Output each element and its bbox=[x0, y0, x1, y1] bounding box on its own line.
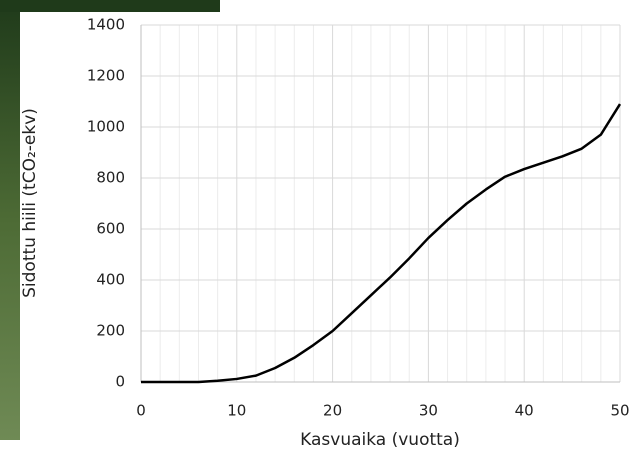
y-tick-label: 0 bbox=[115, 373, 125, 391]
y-tick-label: 1400 bbox=[87, 16, 125, 34]
y-axis-label: Sidottu hiili (tCO₂-ekv) bbox=[20, 108, 40, 298]
x-tick-label: 20 bbox=[323, 402, 342, 420]
y-tick-label: 1000 bbox=[87, 118, 125, 136]
x-tick-label: 0 bbox=[136, 402, 146, 420]
y-tick-label: 400 bbox=[96, 271, 125, 289]
x-tick-label: 40 bbox=[515, 402, 534, 420]
x-axis-label: Kasvuaika (vuotta) bbox=[300, 430, 460, 450]
y-tick-label: 1200 bbox=[87, 67, 125, 85]
background-photo-top bbox=[0, 0, 220, 12]
x-tick-label: 10 bbox=[227, 402, 246, 420]
y-tick-label: 600 bbox=[96, 220, 125, 238]
y-tick-label: 200 bbox=[96, 322, 125, 340]
y-tick-label: 800 bbox=[96, 169, 125, 187]
background-photo bbox=[0, 0, 20, 440]
data-line bbox=[141, 103, 622, 384]
x-tick-label: 50 bbox=[610, 402, 629, 420]
x-tick-label: 30 bbox=[419, 402, 438, 420]
